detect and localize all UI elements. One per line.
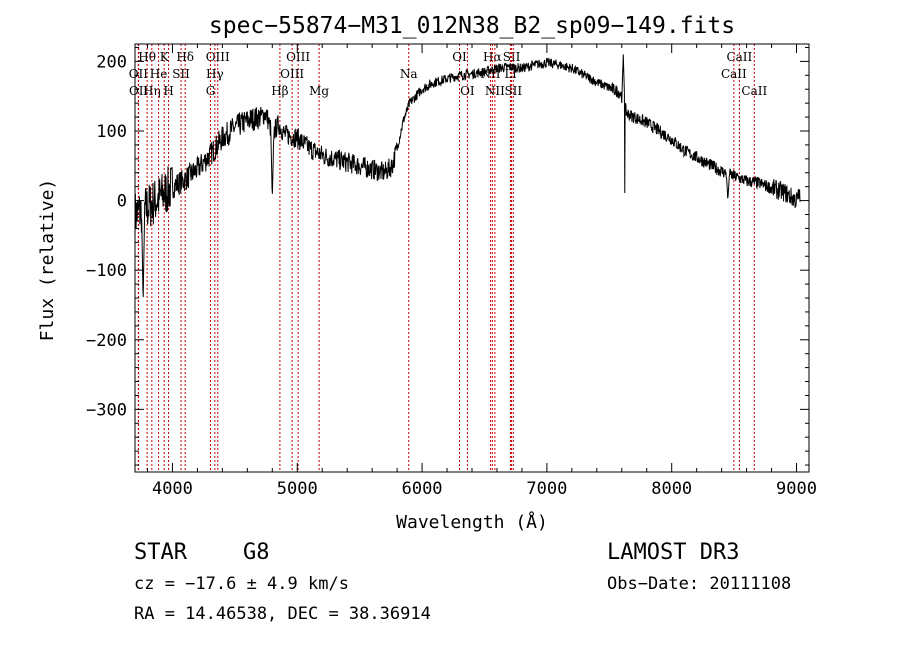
spectral-line-label: Hβ bbox=[271, 84, 288, 98]
chart-title: spec−55874−M31_012N38_B2_sp09−149.fits bbox=[209, 13, 735, 39]
spectral-line-label: CaII bbox=[726, 50, 752, 64]
spectral-line-label: OI bbox=[452, 50, 467, 64]
object-subclass: G8 bbox=[243, 540, 270, 565]
survey-name: LAMOST DR3 bbox=[607, 540, 740, 565]
spectral-line-label: Mg bbox=[309, 84, 329, 98]
spectral-line-label: G bbox=[206, 84, 216, 98]
y-tick-label: −100 bbox=[86, 261, 127, 281]
coordinates: RA = 14.46538, DEC = 38.36914 bbox=[134, 604, 431, 624]
x-axis-label: Wavelength (Å) bbox=[396, 511, 548, 533]
spectral-line-label: OI bbox=[460, 84, 475, 98]
redshift-cz: cz = −17.6 ± 4.9 km/s bbox=[134, 574, 349, 594]
spectral-line-label: Hα bbox=[483, 50, 502, 64]
x-tick-label: 4000 bbox=[152, 479, 193, 499]
spectral-line-label: Hδ bbox=[176, 50, 194, 64]
y-tick-label: −200 bbox=[86, 331, 127, 351]
y-tick-label: −300 bbox=[86, 400, 127, 420]
spectral-line-label: CaII bbox=[721, 67, 747, 81]
spectral-line-label: Na bbox=[400, 67, 418, 81]
x-tick-label: 7000 bbox=[526, 479, 567, 499]
spectral-line-label: SII bbox=[172, 67, 190, 81]
spectral-line-label: OIII bbox=[280, 67, 304, 81]
spectral-line-label: Hγ bbox=[206, 67, 224, 81]
x-tick-label: 5000 bbox=[277, 479, 318, 499]
spectral-line-label: OIII bbox=[206, 50, 230, 64]
spectral-line-label: CaII bbox=[741, 84, 767, 98]
spectral-line-label: Hη bbox=[143, 84, 161, 98]
spectral-line-label: Li bbox=[505, 67, 517, 81]
x-tick-label: 9000 bbox=[776, 479, 817, 499]
y-axis-label: Flux (relative) bbox=[37, 179, 58, 342]
obs-date: Obs−Date: 20111108 bbox=[607, 574, 792, 594]
spectral-line-label: H bbox=[163, 84, 173, 98]
y-tick-label: 100 bbox=[96, 122, 127, 142]
y-tick-label: 200 bbox=[96, 52, 127, 72]
plot-frame bbox=[134, 43, 810, 473]
spectrum-line bbox=[134, 54, 801, 298]
spectral-line-label: OII bbox=[129, 84, 149, 98]
x-tick-label: 6000 bbox=[402, 479, 443, 499]
x-tick-label: 8000 bbox=[651, 479, 692, 499]
spectral-line-label: K bbox=[160, 50, 170, 64]
spectral-line-label: SII bbox=[504, 84, 522, 98]
spectral-line-label: OIII bbox=[286, 50, 310, 64]
y-tick-label: 0 bbox=[117, 192, 127, 212]
axis-ticks: 4000 5000 6000 7000 8000 9000 200 100 0 −100 −200 −… bbox=[86, 44, 817, 499]
spectral-line-label: NII bbox=[485, 84, 505, 98]
spectral-line-label: Hθ bbox=[138, 50, 156, 64]
object-class: STAR bbox=[134, 540, 187, 565]
spectral-line-label: SII bbox=[503, 50, 521, 64]
spectral-line-label: He bbox=[150, 67, 168, 81]
spectrum-layer bbox=[134, 54, 801, 298]
